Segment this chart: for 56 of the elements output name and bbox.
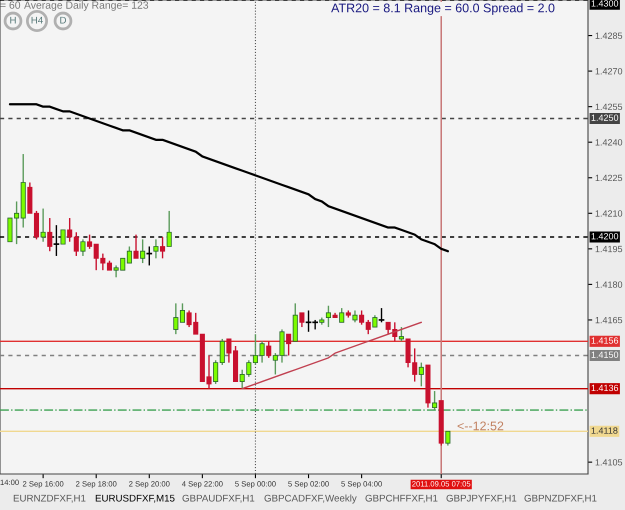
candlestick — [326, 305, 331, 328]
candlestick — [133, 234, 139, 260]
ref-line-label: 1.4150 — [592, 352, 618, 358]
text: EURNZDFXF,H1 — [14, 494, 86, 503]
ref-line-label: 1.4136 — [592, 384, 618, 392]
y-tick-label: 1.4240 — [596, 139, 622, 146]
text: GBPAUDFXF,H1 — [182, 494, 254, 503]
annotation: H4 — [32, 16, 43, 24]
ref-line-label: 1.4250 — [592, 114, 618, 121]
text: EURUSDFXF,M15 — [96, 494, 175, 503]
text: <--12:52 — [458, 422, 504, 430]
candlestick — [339, 307, 344, 324]
candlestick — [80, 238, 86, 257]
y-tick-label: 1.4255 — [596, 104, 622, 110]
candlestick — [266, 340, 272, 359]
annotation: Average Daily Range= 123 — [24, 1, 148, 11]
candlestick — [240, 369, 245, 390]
ref-line-label: 1.4300 — [592, 0, 618, 7]
candlestick — [418, 362, 424, 388]
candlestick — [299, 312, 304, 328]
candlestick — [153, 238, 158, 260]
annotation: ATR20 = 8.1 Range = 60.0 Spread = 2.0 — [331, 3, 554, 15]
candlestick — [60, 229, 66, 245]
candlestick — [372, 314, 378, 328]
ref-line-label: 1.4200 — [592, 233, 618, 240]
candlestick — [160, 236, 166, 260]
text: GBPCHFFXF,H1 — [365, 494, 438, 503]
text: GBPJPYFXF,H1 — [446, 494, 516, 503]
text: GBPCADFXF,Weekly — [264, 494, 357, 504]
annotation: = 60 — [0, 1, 20, 9]
annotation: H — [10, 16, 16, 24]
y-tick-label: 1.4285 — [596, 32, 622, 39]
line-series — [241, 322, 422, 390]
candlestick — [47, 217, 52, 252]
candlestick — [67, 217, 72, 242]
y-tick-label: 1.4210 — [596, 210, 622, 217]
candlestick — [74, 232, 79, 257]
candlestick — [140, 238, 146, 264]
candlestick — [432, 390, 438, 411]
annotation: D — [60, 16, 66, 24]
y-tick-label: 1.4165 — [596, 316, 622, 324]
text: GBPNZDFXF,H1 — [524, 494, 596, 503]
candlestick — [352, 310, 358, 324]
y-tick-label: 1.4225 — [596, 174, 622, 182]
y-tick-label: 1.4180 — [596, 281, 622, 288]
candlestick — [40, 208, 46, 242]
ref-line-label: 1.4118 — [592, 427, 618, 434]
ref-line-label: 1.4156 — [592, 337, 618, 344]
candlestick — [286, 333, 292, 356]
candlestick — [378, 307, 384, 324]
candlestick — [445, 430, 450, 446]
candlestick — [398, 326, 404, 342]
y-tick-label: 1.4105 — [596, 459, 622, 466]
candlestick — [166, 210, 172, 248]
y-tick-label: 1.4195 — [596, 246, 622, 252]
y-tick-label: 1.4270 — [596, 68, 622, 74]
